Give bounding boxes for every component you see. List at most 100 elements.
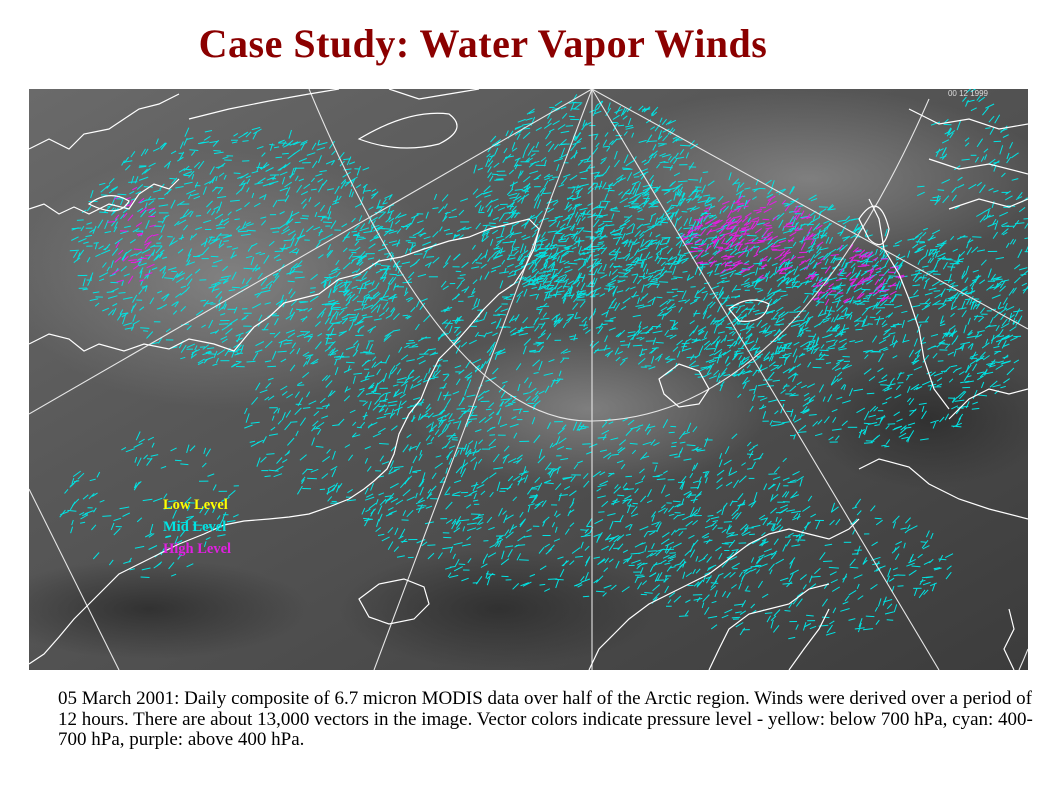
wind-vector xyxy=(203,447,207,455)
wind-vector xyxy=(559,568,565,578)
wind-vector xyxy=(668,431,675,434)
wind-vector xyxy=(690,286,696,288)
wind-vector xyxy=(837,219,846,223)
wind-vector xyxy=(598,180,603,190)
wind-vector xyxy=(972,363,978,372)
wind-vector xyxy=(279,171,288,176)
wind-vector xyxy=(378,513,383,522)
wind-vector xyxy=(572,421,578,431)
wind-vector xyxy=(895,280,901,290)
wind-vector xyxy=(547,118,552,124)
wind-vector xyxy=(186,137,194,140)
wind-vector xyxy=(579,207,588,211)
wind-vector xyxy=(80,514,89,520)
wind-vector xyxy=(586,249,596,251)
wind-vector xyxy=(518,254,524,262)
wind-vector xyxy=(286,339,293,342)
wind-vector xyxy=(478,458,483,464)
wind-vector xyxy=(367,401,372,410)
wind-vector xyxy=(876,316,881,326)
wind-vector xyxy=(474,441,478,450)
wind-vector xyxy=(908,349,915,358)
wind-vector xyxy=(608,542,615,551)
wind-vector xyxy=(772,476,781,480)
wind-vector xyxy=(130,197,137,201)
wind-vector xyxy=(780,311,789,318)
wind-vector xyxy=(710,585,717,591)
wind-vector xyxy=(784,491,790,498)
wind-vector xyxy=(965,401,970,409)
wind-vector xyxy=(573,135,577,141)
wind-vector xyxy=(562,476,573,479)
wind-vector xyxy=(663,190,670,195)
wind-vector xyxy=(593,171,600,180)
wind-vector xyxy=(819,247,829,251)
wind-vector xyxy=(908,569,917,576)
wind-vector xyxy=(71,236,79,241)
wind-vector xyxy=(102,515,112,517)
wind-vector xyxy=(723,521,733,523)
wind-vector xyxy=(261,163,270,169)
wind-vector xyxy=(702,216,708,222)
wind-vector xyxy=(839,328,845,333)
wind-vector xyxy=(499,534,504,539)
wind-vector xyxy=(925,530,930,538)
wind-vector xyxy=(625,287,630,292)
wind-vector xyxy=(988,187,994,191)
wind-vector xyxy=(914,247,922,254)
wind-vector xyxy=(189,149,199,151)
wind-vector xyxy=(604,132,609,137)
wind-vector xyxy=(927,345,936,350)
wind-vector xyxy=(134,482,137,489)
wind-vector xyxy=(486,153,491,158)
wind-vector xyxy=(536,274,544,279)
wind-vector xyxy=(221,496,230,502)
wind-vector xyxy=(505,545,514,548)
wind-vector xyxy=(80,521,86,524)
wind-vector xyxy=(252,264,259,272)
wind-vector xyxy=(495,240,502,247)
wind-vector xyxy=(530,145,535,151)
wind-vector xyxy=(961,273,967,280)
wind-vector xyxy=(631,559,641,564)
wind-vector xyxy=(128,557,132,563)
wind-vector xyxy=(314,202,321,207)
wind-vector xyxy=(529,293,538,297)
wind-vector xyxy=(448,445,456,449)
wind-vector xyxy=(758,406,767,410)
wind-vector xyxy=(387,541,394,550)
wind-vector xyxy=(830,254,837,264)
wind-vector xyxy=(502,326,511,328)
wind-vector xyxy=(749,388,756,391)
wind-vector xyxy=(840,608,850,612)
wind-vector xyxy=(594,185,602,188)
wind-vector xyxy=(640,172,647,180)
wind-vector xyxy=(193,195,201,200)
wind-vector xyxy=(932,249,938,258)
wind-vector xyxy=(577,160,584,166)
wind-vector xyxy=(89,272,94,280)
wind-vector xyxy=(852,299,862,304)
wind-vector xyxy=(674,528,680,533)
wind-vector xyxy=(729,272,734,278)
wind-vector xyxy=(388,240,398,244)
wind-vector xyxy=(507,257,516,260)
wind-vector xyxy=(142,498,153,502)
wind-vector xyxy=(835,518,841,526)
wind-vector xyxy=(570,151,578,160)
wind-vector xyxy=(988,364,996,368)
wind-vector xyxy=(569,502,575,509)
wind-vector xyxy=(517,197,523,203)
wind-vector xyxy=(569,522,575,527)
wind-vector xyxy=(789,186,795,195)
wind-vector xyxy=(905,517,911,524)
wind-vector xyxy=(263,322,269,331)
wind-vector xyxy=(885,396,892,401)
wind-vector xyxy=(700,365,710,369)
wind-vector xyxy=(1002,335,1010,340)
wind-vector xyxy=(638,424,644,427)
wind-vector xyxy=(287,332,296,339)
wind-vector xyxy=(330,220,337,230)
wind-vector xyxy=(538,390,545,395)
wind-vector xyxy=(443,391,449,401)
